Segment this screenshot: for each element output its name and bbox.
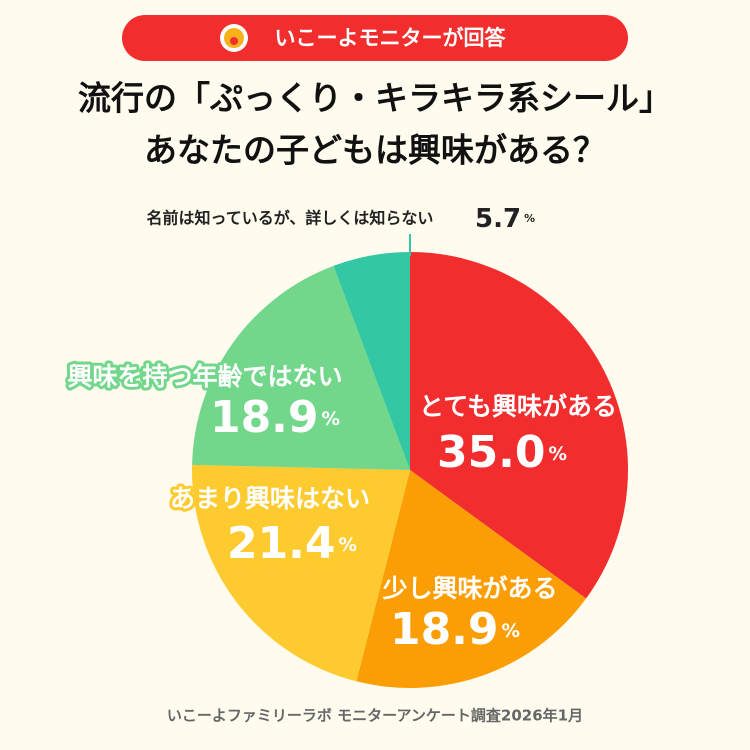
value-label: 18.9% bbox=[210, 392, 340, 443]
slice-label: とても興味がある bbox=[419, 392, 617, 421]
value-unit: % bbox=[549, 444, 568, 465]
value-number: 35.0 bbox=[437, 427, 546, 478]
badge-pill bbox=[122, 15, 628, 61]
pie-slice bbox=[410, 252, 628, 599]
value-label: 35.0% bbox=[437, 427, 567, 478]
value-number: 5.7 bbox=[475, 204, 521, 234]
value-number: 21.4 bbox=[227, 518, 336, 569]
value-unit: % bbox=[322, 409, 341, 430]
value-label: 21.4% bbox=[227, 518, 357, 569]
pie-slice bbox=[333, 252, 410, 470]
value-unit: % bbox=[502, 621, 521, 642]
pie-slice bbox=[192, 265, 410, 470]
pie-slice bbox=[356, 470, 587, 688]
value-label: 18.9% bbox=[390, 604, 520, 655]
slice-label: 名前は知っているが、詳しくは知らない bbox=[147, 209, 434, 228]
slice-label: 興味を持つ年齢ではない bbox=[67, 362, 342, 391]
value-label: 5.7% bbox=[475, 204, 535, 234]
chart-title: あなたの子どもは興味がある？ bbox=[144, 131, 606, 170]
badge-icon-mouth bbox=[230, 37, 238, 45]
source: いこーよファミリーラボ モニターアンケート調査2026年1月 bbox=[167, 707, 583, 725]
value-unit: % bbox=[524, 212, 535, 225]
pie bbox=[192, 252, 628, 688]
slice-label: あまり興味はない bbox=[170, 484, 370, 513]
slice-label: 少し興味がある bbox=[381, 574, 557, 603]
value-number: 18.9 bbox=[390, 604, 499, 655]
pie-slice bbox=[192, 464, 410, 682]
value-number: 18.9 bbox=[210, 392, 319, 443]
chart-title: 流行の「ぷっくり・キラキラ系シール」 bbox=[78, 79, 672, 118]
value-unit: % bbox=[339, 535, 358, 556]
badge-text: いこーよモニターが回答 bbox=[275, 26, 507, 50]
